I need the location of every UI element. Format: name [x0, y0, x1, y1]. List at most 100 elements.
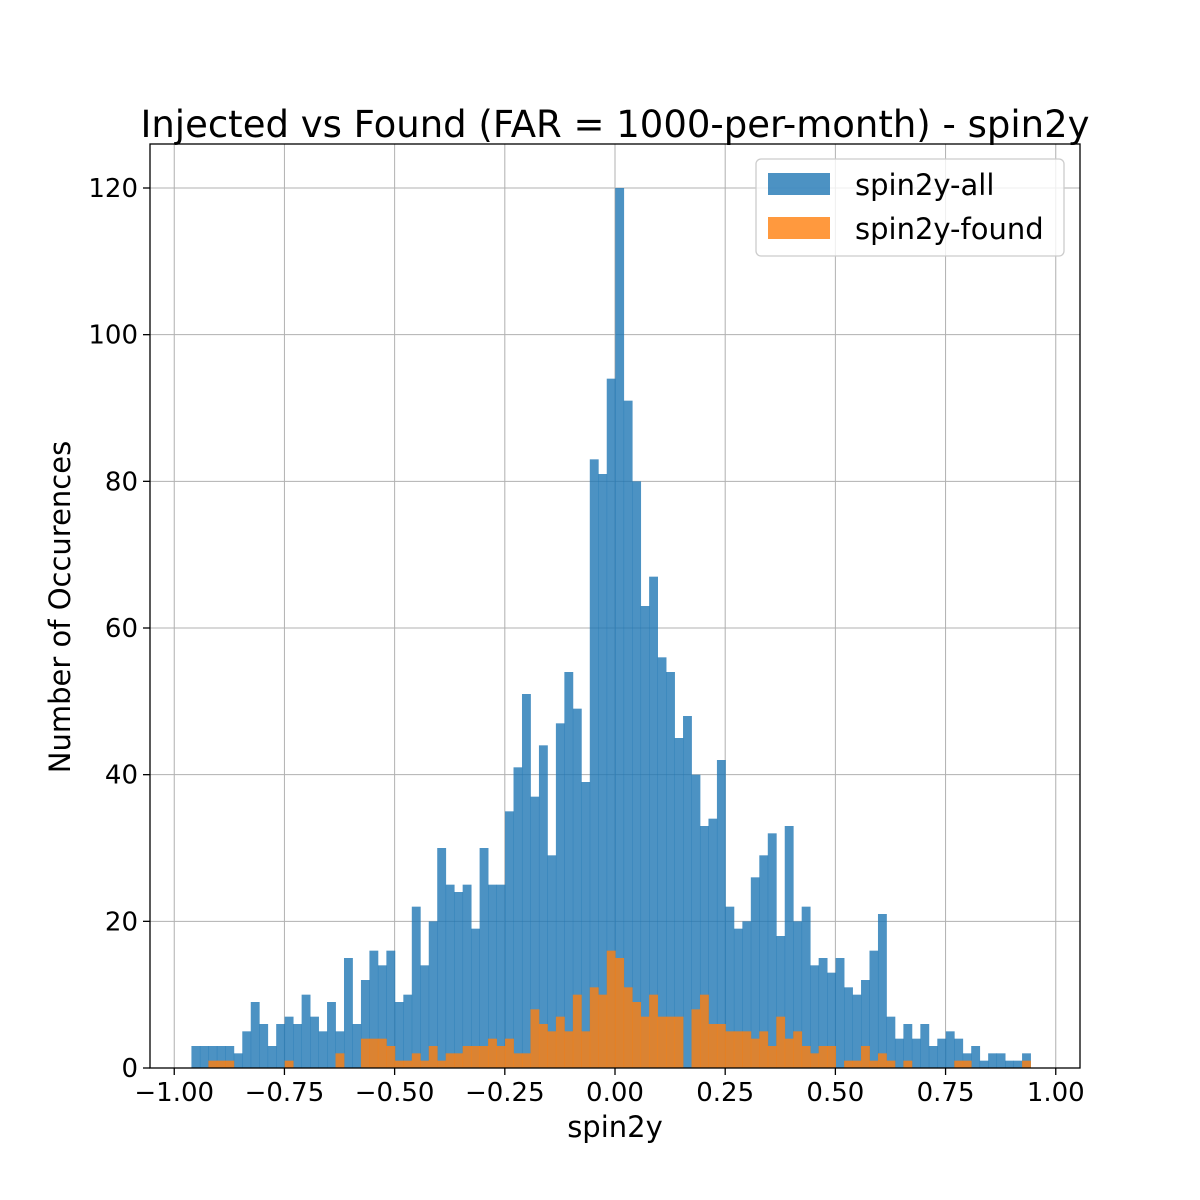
- x-axis-label: spin2y: [567, 1110, 663, 1144]
- y-tick-label: 100: [88, 321, 138, 351]
- bar-spin2y-found: [360, 1038, 370, 1068]
- legend-label-spin2y-found: spin2y-found: [855, 212, 1044, 246]
- bar-spin2y-all: [776, 936, 786, 1068]
- bar-spin2y-all: [827, 972, 836, 1068]
- bar-spin2y-found: [555, 1016, 565, 1068]
- bar-spin2y-found: [225, 1060, 235, 1068]
- bar-spin2y-found: [691, 1009, 701, 1068]
- bar-spin2y-all: [1005, 1060, 1014, 1068]
- bar-spin2y-found: [505, 1038, 514, 1068]
- bar-spin2y-all: [369, 950, 379, 1068]
- bar-spin2y-all: [471, 928, 481, 1068]
- bar-spin2y-found: [394, 1060, 404, 1068]
- bar-spin2y-found: [776, 1016, 786, 1068]
- bar-spin2y-all: [742, 921, 752, 1068]
- bar-spin2y-all: [216, 1046, 226, 1068]
- bar-spin2y-all: [530, 796, 540, 1068]
- chart-title: Injected vs Found (FAR = 1000-per-month)…: [140, 103, 1089, 146]
- bar-spin2y-all: [462, 884, 472, 1068]
- bar-spin2y-all: [479, 848, 489, 1068]
- bar-spin2y-all: [708, 818, 718, 1068]
- bar-spin2y-found: [386, 1046, 396, 1068]
- legend: spin2y-all spin2y-found: [755, 158, 1065, 257]
- bar-spin2y-all: [505, 811, 514, 1068]
- bar-spin2y-found: [1022, 1060, 1031, 1068]
- bar-spin2y-found: [742, 1031, 752, 1068]
- x-tick-label: −0.50: [355, 1078, 435, 1108]
- bar-spin2y-all: [683, 716, 692, 1068]
- bar-spin2y-all: [784, 826, 794, 1068]
- bar-spin2y-all: [250, 1002, 260, 1068]
- bar-spin2y-found: [420, 1060, 430, 1068]
- bar-spin2y-all: [496, 884, 506, 1068]
- bar-spin2y-all: [996, 1053, 1006, 1068]
- bar-spin2y-found: [445, 1053, 455, 1068]
- bar-spin2y-all: [861, 980, 870, 1068]
- bar-spin2y-found: [801, 1046, 811, 1068]
- bar-spin2y-all: [911, 1038, 921, 1068]
- bar-spin2y-all: [581, 782, 591, 1068]
- bar-spin2y-all: [521, 694, 531, 1068]
- x-tick-label: 0.00: [586, 1078, 644, 1108]
- bar-spin2y-all: [572, 708, 582, 1068]
- bar-spin2y-all: [284, 1016, 294, 1068]
- bar-spin2y-all: [360, 980, 370, 1068]
- bar-spin2y-found: [793, 1031, 803, 1068]
- bar-spin2y-all: [979, 1060, 989, 1068]
- bar-spin2y-found: [513, 1053, 523, 1068]
- y-axis-label: Number of Occurences: [43, 441, 77, 773]
- bar-spin2y-all: [598, 474, 608, 1068]
- bar-spin2y-found: [725, 1031, 735, 1068]
- y-tick-label: 20: [105, 907, 138, 937]
- bar-spin2y-found: [471, 1046, 481, 1068]
- bar-spin2y-all: [454, 892, 464, 1068]
- bar-spin2y-found: [581, 1031, 591, 1068]
- bar-spin2y-found: [674, 1016, 684, 1068]
- bar-spin2y-found: [538, 1024, 548, 1068]
- bar-spin2y-all: [699, 826, 709, 1068]
- bar-spin2y-found: [962, 1060, 972, 1068]
- legend-swatch-spin2y-all: [768, 173, 830, 195]
- bar-spin2y-all: [954, 1038, 964, 1068]
- bar-spin2y-found: [640, 1016, 650, 1068]
- bar-spin2y-all: [394, 1002, 404, 1068]
- bar-spin2y-all: [649, 576, 658, 1068]
- bar-spin2y-all: [428, 921, 438, 1068]
- bar-spin2y-all: [903, 1024, 913, 1068]
- bar-spin2y-all: [310, 1016, 319, 1068]
- x-tick-label: 0.50: [806, 1078, 864, 1108]
- bar-spin2y-all: [411, 906, 421, 1068]
- bar-spin2y-all: [971, 1046, 981, 1068]
- bar-spin2y-found: [606, 950, 616, 1068]
- bar-spin2y-found: [428, 1046, 438, 1068]
- bar-spin2y-all: [801, 906, 811, 1068]
- bar-spin2y-all: [267, 1046, 277, 1068]
- bar-spin2y-found: [954, 1060, 964, 1068]
- bar-spin2y-all: [293, 1024, 303, 1068]
- x-tick-label: −0.75: [245, 1078, 325, 1108]
- bar-spin2y-found: [649, 994, 658, 1068]
- bar-spin2y-found: [877, 1053, 887, 1068]
- bar-spin2y-all: [835, 958, 845, 1068]
- bar-spin2y-all: [1013, 1060, 1023, 1068]
- legend-box: [755, 158, 1065, 257]
- bar-spin2y-found: [886, 1060, 896, 1068]
- bar-spin2y-all: [750, 877, 760, 1068]
- bar-spin2y-found: [496, 1046, 506, 1068]
- bar-spin2y-all: [555, 723, 565, 1068]
- bar-spin2y-all: [513, 767, 523, 1068]
- bar-spin2y-all: [242, 1031, 252, 1068]
- bar-spin2y-found: [852, 1060, 862, 1068]
- bar-spin2y-all: [403, 994, 413, 1068]
- bar-spin2y-found: [377, 1038, 387, 1068]
- bar-spin2y-all: [445, 884, 455, 1068]
- bar-spin2y-found: [454, 1053, 464, 1068]
- bar-spin2y-found: [861, 1046, 870, 1068]
- bar-spin2y-found: [869, 1060, 879, 1068]
- bar-spin2y-found: [810, 1053, 820, 1068]
- bar-spin2y-all: [725, 906, 735, 1068]
- bar-spin2y-found: [479, 1046, 489, 1068]
- bar-spin2y-all: [191, 1046, 201, 1068]
- x-tick-label: 0.25: [696, 1078, 754, 1108]
- bar-spin2y-all: [564, 672, 574, 1068]
